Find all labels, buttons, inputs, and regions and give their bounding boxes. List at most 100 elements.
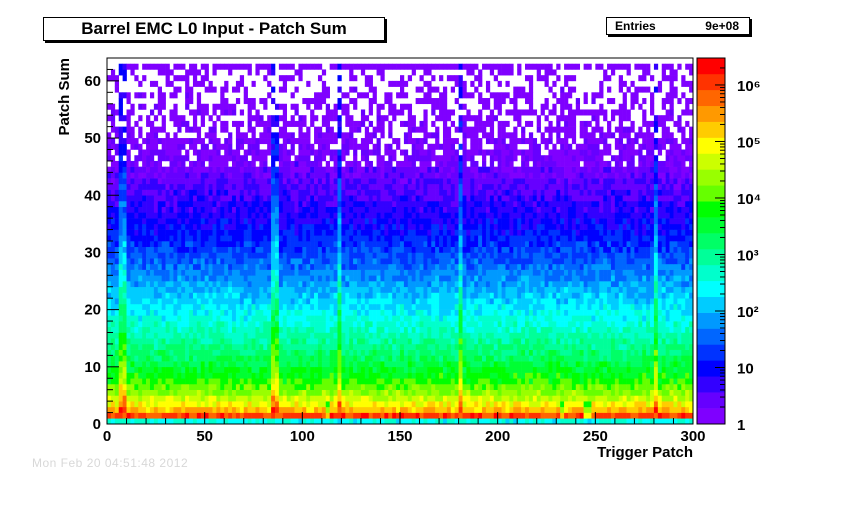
heatmap-cell [271,343,276,350]
heatmap-cell [560,241,565,248]
heatmap-cell [243,298,248,305]
heatmap-cell [302,338,307,345]
heatmap-cell [372,275,377,282]
heatmap-cell [567,412,573,419]
heatmap-cell [239,298,245,305]
heatmap-cell [442,321,448,328]
heatmap-cell [243,401,248,408]
heatmap-cell [329,406,334,413]
heatmap-cell [169,338,174,345]
heatmap-cell [521,412,526,419]
heatmap-cell [681,338,686,345]
heatmap-cell [110,383,116,390]
heatmap-cell [239,378,245,385]
heatmap-cell [661,401,666,408]
heatmap-cell [134,372,139,379]
heatmap-cell [482,292,487,299]
heatmap-cell [419,401,424,408]
heatmap-cell [157,378,162,385]
heatmap-cell [536,332,541,339]
heatmap-cell [302,326,307,333]
heatmap-cell [470,412,475,419]
heatmap-cell [419,372,424,379]
heatmap-cell [204,298,209,305]
heatmap-cell [575,418,581,425]
heatmap-cell [181,418,186,425]
heatmap-cell [392,309,397,316]
heatmap-cell [321,321,327,328]
heatmap-cell [212,412,217,419]
heatmap-cell [360,366,366,373]
heatmap-cell [364,383,370,390]
heatmap-cell [286,361,291,368]
heatmap-cell [204,418,209,425]
heatmap-cell [525,383,530,390]
heatmap-cell [118,275,123,282]
heatmap-cell [485,361,491,368]
heatmap-cell [540,252,545,259]
heatmap-cell [614,275,620,282]
heatmap-cell [607,355,612,362]
heatmap-cell [685,401,690,408]
heatmap-cell [665,372,670,379]
heatmap-cell [243,258,248,265]
heatmap-cell [372,361,377,368]
heatmap-cell [571,309,577,316]
heatmap-cell [454,355,459,362]
heatmap-cell [149,235,155,242]
heatmap-cell [290,252,295,259]
heatmap-cell [587,258,592,265]
heatmap-cell [431,383,436,390]
heatmap-cell [525,241,530,248]
heatmap-cell [360,263,366,270]
heatmap-cell [564,401,569,408]
heatmap-cell [357,241,362,248]
heatmap-cell [650,332,655,339]
heatmap-cell [607,401,612,408]
heatmap-cell [138,401,143,408]
heatmap-cell [228,286,233,293]
heatmap-cell [513,252,518,259]
heatmap-cell [333,275,338,282]
heatmap-cell [247,263,252,270]
heatmap-cell [306,286,311,293]
heatmap-cell [458,263,463,270]
heatmap-cell [591,241,596,248]
heatmap-cell [302,315,307,322]
heatmap-cell [505,241,510,248]
heatmap-cell [263,361,268,368]
heatmap-cell [466,246,471,253]
heatmap-cell [638,286,643,293]
heatmap-cell [564,366,569,373]
heatmap-cell [509,406,514,413]
heatmap-cell [200,378,205,385]
heatmap-cell [579,292,584,299]
heatmap-cell [497,343,502,350]
heatmap-cell [126,309,131,316]
heatmap-cell [232,246,237,253]
heatmap-cell [482,258,487,265]
heatmap-cell [567,292,573,299]
heatmap-cell [212,401,217,408]
heatmap-cell [493,332,498,339]
heatmap-cell [622,275,627,282]
heatmap-cell [329,258,334,265]
heatmap-cell [419,298,424,305]
heatmap-cell [482,332,487,339]
heatmap-cell [595,355,600,362]
heatmap-cell [403,321,409,328]
heatmap-cell [146,361,151,368]
heatmap-cell [239,281,245,288]
heatmap-cell [228,338,233,345]
heatmap-cell [478,395,483,402]
heatmap-cell [189,401,194,408]
heatmap-cell [360,269,366,276]
heatmap-cell [446,349,452,356]
heatmap-cell [505,275,510,282]
heatmap-cell [345,418,350,425]
heatmap-cell [634,366,639,373]
heatmap-cell [122,309,127,316]
heatmap-cell [630,315,635,322]
heatmap-cell [689,338,694,345]
heatmap-cell [239,355,245,362]
